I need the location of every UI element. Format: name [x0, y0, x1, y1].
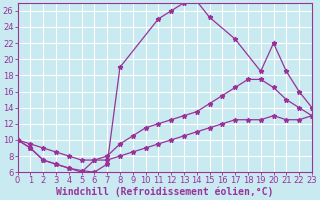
X-axis label: Windchill (Refroidissement éolien,°C): Windchill (Refroidissement éolien,°C) [56, 187, 273, 197]
